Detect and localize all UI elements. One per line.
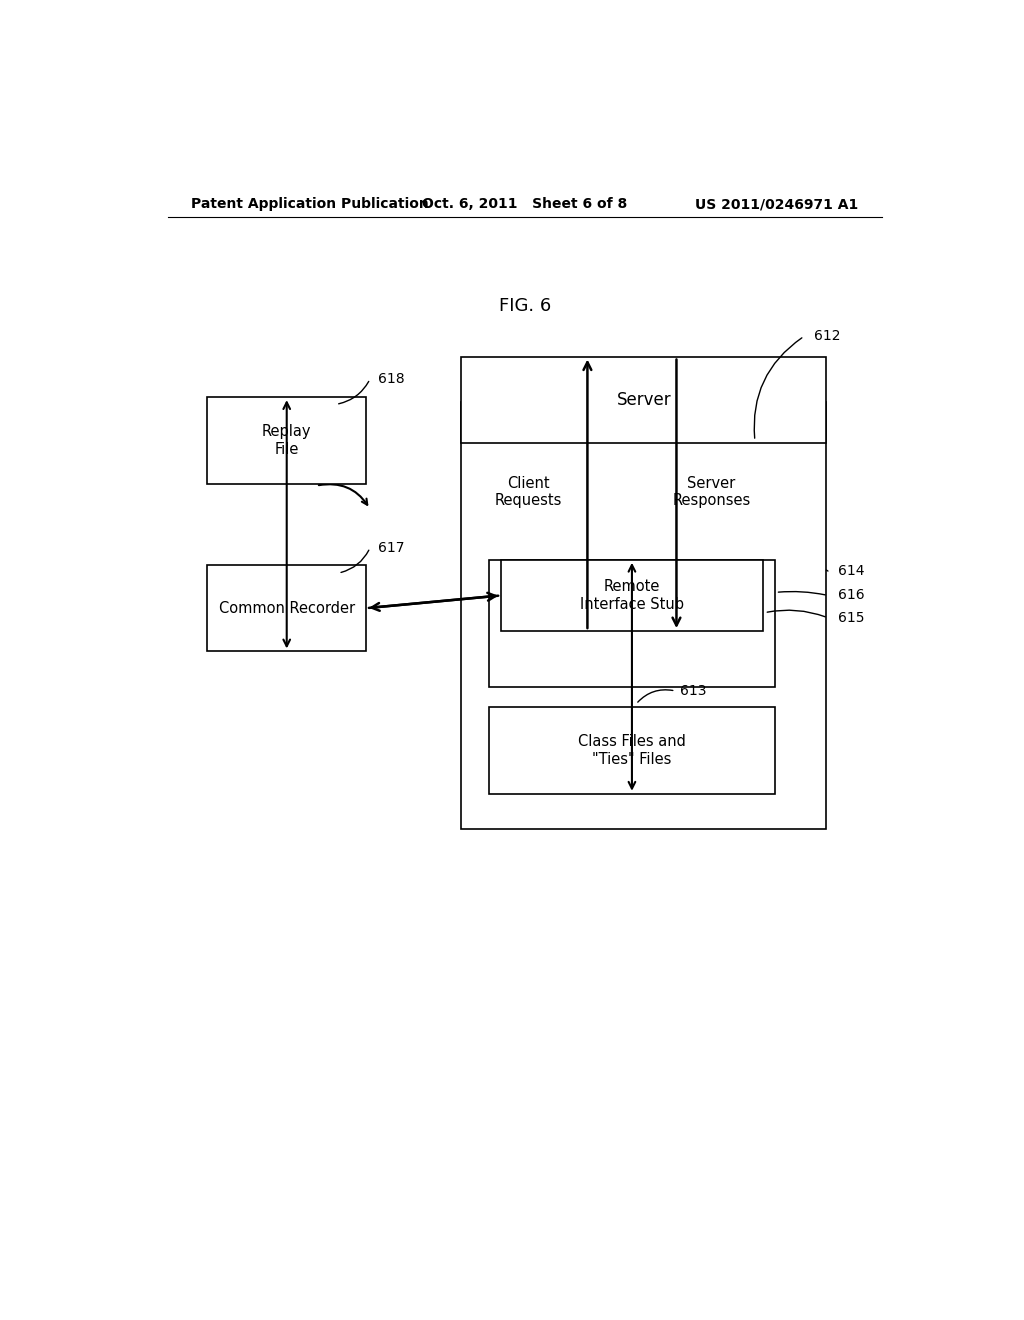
Text: Oct. 6, 2011   Sheet 6 of 8: Oct. 6, 2011 Sheet 6 of 8 xyxy=(422,197,628,211)
Text: Class Files and
"Ties" Files: Class Files and "Ties" Files xyxy=(578,734,686,767)
Bar xyxy=(489,708,775,793)
Text: COBRA. EJB or IIOP
Application: COBRA. EJB or IIOP Application xyxy=(567,572,697,602)
Text: Client: Client xyxy=(620,418,668,437)
Text: 613: 613 xyxy=(680,684,707,698)
Text: Remote
Interface Stub: Remote Interface Stub xyxy=(580,579,684,611)
Text: Server
Responses: Server Responses xyxy=(672,475,751,508)
Bar xyxy=(207,397,367,483)
Bar xyxy=(461,403,826,829)
Text: Server: Server xyxy=(616,391,671,409)
Bar xyxy=(207,565,367,651)
Text: FIG. 6: FIG. 6 xyxy=(499,297,551,314)
Bar xyxy=(501,560,763,631)
Text: 614: 614 xyxy=(839,564,865,578)
Text: Replay
File: Replay File xyxy=(262,424,311,457)
Text: 615: 615 xyxy=(839,611,865,624)
Bar xyxy=(489,560,775,686)
Text: 618: 618 xyxy=(378,372,404,385)
Text: 612: 612 xyxy=(814,329,841,343)
Bar xyxy=(461,356,826,444)
Text: Client
Requests: Client Requests xyxy=(495,475,562,508)
Text: 616: 616 xyxy=(839,589,865,602)
Text: 600: 600 xyxy=(283,470,314,487)
Text: US 2011/0246971 A1: US 2011/0246971 A1 xyxy=(695,197,858,211)
Text: Common Recorder: Common Recorder xyxy=(219,601,354,615)
Text: 617: 617 xyxy=(378,541,404,554)
Text: Patent Application Publication: Patent Application Publication xyxy=(191,197,429,211)
